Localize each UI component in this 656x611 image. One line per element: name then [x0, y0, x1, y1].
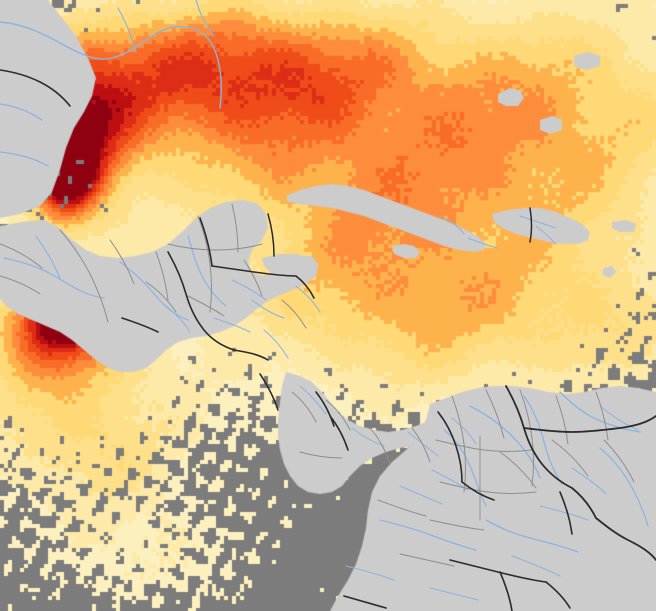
raster-data-layer[interactable] [0, 0, 656, 611]
map-viewport[interactable]: Satellite Raster Data Map — Gulf of Mexi… [0, 0, 656, 611]
